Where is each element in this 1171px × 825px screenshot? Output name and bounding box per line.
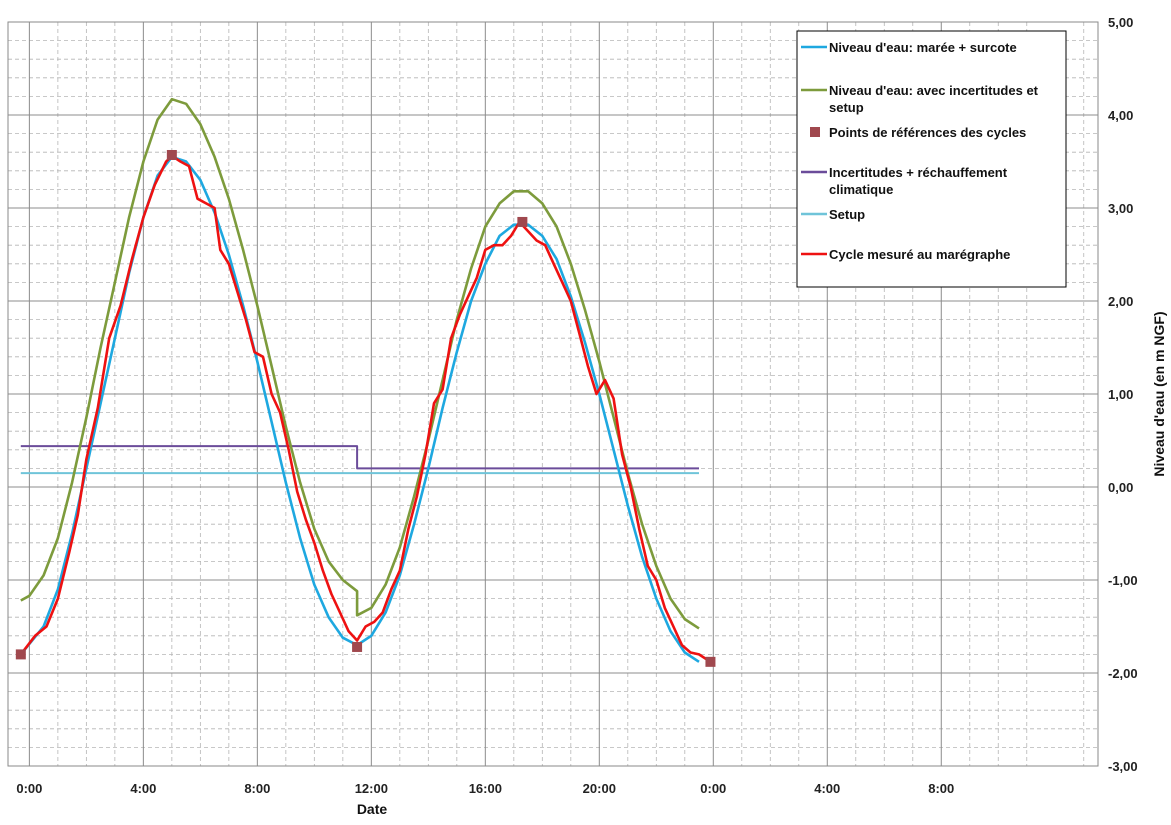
- x-tick-label: 12:00: [355, 781, 388, 796]
- series-line-0: [19, 155, 700, 663]
- legend-label: Niveau d'eau: marée + surcote: [829, 40, 1017, 55]
- legend: Niveau d'eau: marée + surcote Niveau d'ea…: [796, 30, 1067, 288]
- legend-label: Niveau d'eau: avec incertitudes et setup: [829, 83, 1039, 115]
- series-line-5: [19, 154, 712, 663]
- x-tick-label: 16:00: [469, 781, 502, 796]
- reference-point-marker: [15, 649, 26, 660]
- x-axis-ticks: 0:00 4:00 8:00 12:00 16:00 20:00 0:00 4:00 8:00: [16, 781, 954, 796]
- x-tick-label: 8:00: [244, 781, 270, 796]
- x-tick-label: 0:00: [16, 781, 42, 796]
- y-tick-label: 4,00: [1108, 108, 1133, 123]
- legend-label: Points de références des cycles: [829, 125, 1026, 140]
- reference-point-marker: [517, 216, 528, 227]
- y-tick-label: 3,00: [1108, 201, 1133, 216]
- x-axis-title: Date: [357, 801, 388, 817]
- y-tick-label: 2,00: [1108, 294, 1133, 309]
- y-tick-label: 1,00: [1108, 387, 1133, 402]
- y-tick-label: -3,00: [1108, 759, 1138, 774]
- legend-marker-swatch: [810, 127, 820, 137]
- series-line-3: [20, 445, 699, 470]
- y-tick-label: -2,00: [1108, 666, 1138, 681]
- legend-items: Niveau d'eau: marée + surcote Niveau d'ea…: [801, 40, 1039, 262]
- y-tick-label: -1,00: [1108, 573, 1138, 588]
- x-tick-label: 4:00: [814, 781, 840, 796]
- y-tick-label: 0,00: [1108, 480, 1133, 495]
- x-tick-label: 20:00: [583, 781, 616, 796]
- legend-label: Cycle mesuré au marégraphe: [829, 247, 1010, 262]
- y-tick-label: 5,00: [1108, 15, 1133, 30]
- series-layer: [15, 97, 716, 667]
- reference-point-marker: [166, 149, 177, 160]
- legend-label: Incertitudes + réchauffement climatique: [829, 165, 1008, 197]
- y-axis-ticks: 5,00 4,00 3,00 2,00 1,00 0,00 -1,00 -2,00 -3,00: [1108, 15, 1138, 774]
- plot-area-border: [7, 21, 1099, 767]
- legend-box: [796, 30, 1067, 288]
- series-line-1: [20, 97, 700, 630]
- x-tick-label: 0:00: [700, 781, 726, 796]
- legend-label: Setup: [829, 207, 865, 222]
- x-tick-label: 4:00: [130, 781, 156, 796]
- reference-point-marker: [352, 641, 363, 652]
- x-tick-label: 8:00: [928, 781, 954, 796]
- y-axis-title: Niveau d'eau (en m NGF): [1151, 311, 1167, 476]
- reference-point-marker: [705, 656, 716, 667]
